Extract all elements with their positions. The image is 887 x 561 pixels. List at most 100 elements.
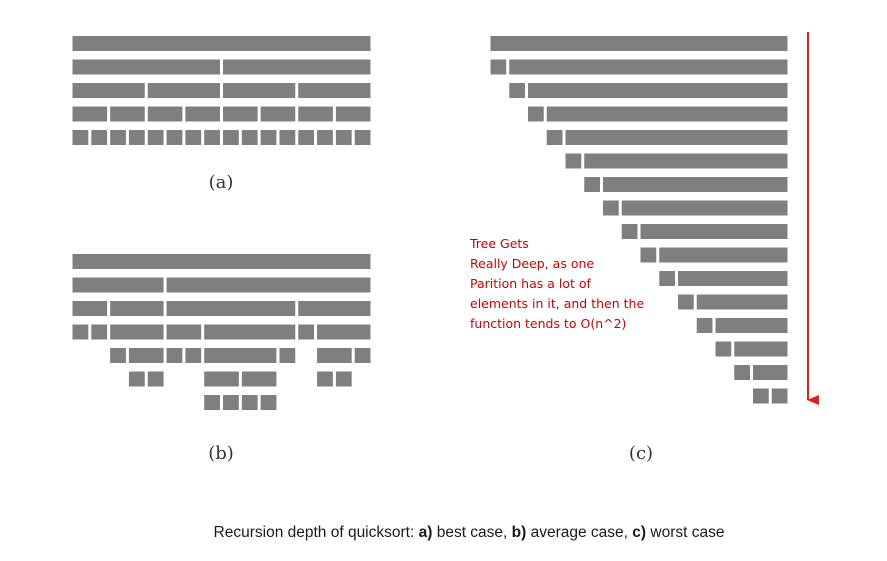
partition-block xyxy=(72,324,89,340)
partition-block xyxy=(317,130,333,145)
partition-block xyxy=(354,348,371,363)
panel-a-best-case xyxy=(72,36,371,145)
partition-block xyxy=(260,130,277,145)
partition-block xyxy=(166,301,296,316)
partition-block xyxy=(147,106,183,122)
partition-block xyxy=(659,271,675,286)
partition-block xyxy=(204,348,277,363)
partition-block xyxy=(260,395,277,410)
partition-block xyxy=(110,324,164,340)
partition-block xyxy=(204,371,239,387)
partition-block xyxy=(584,153,788,169)
partition-block xyxy=(72,36,371,51)
partition-block xyxy=(317,348,352,363)
partition-block xyxy=(223,59,371,75)
panel-c-worst-case xyxy=(490,36,788,404)
partition-block xyxy=(91,324,108,340)
partition-block xyxy=(528,83,788,98)
note-line: function tends to O(n^2) xyxy=(470,316,626,331)
partition-block xyxy=(621,200,788,216)
partition-block xyxy=(72,59,220,75)
partition-block xyxy=(185,106,221,122)
note-line: Tree Gets xyxy=(469,236,529,251)
partition-block xyxy=(204,395,220,410)
note-line: Really Deep, as one xyxy=(470,256,594,271)
note-line: elements in it, and then the xyxy=(470,296,644,311)
caption-b-text: average case, xyxy=(526,524,632,541)
panel-b-average-case xyxy=(72,254,371,410)
partition-block xyxy=(91,130,108,145)
partition-block xyxy=(490,59,507,75)
partition-block xyxy=(241,371,277,387)
partition-block xyxy=(335,130,352,145)
partition-block xyxy=(260,106,296,122)
partition-block xyxy=(241,130,258,145)
partition-block xyxy=(298,301,371,316)
partition-block xyxy=(528,106,544,122)
partition-block xyxy=(298,83,371,98)
partition-block xyxy=(546,106,788,122)
partition-block xyxy=(128,371,145,387)
partition-block xyxy=(678,271,788,286)
panel-c-label: (c) xyxy=(629,443,653,464)
partition-block xyxy=(753,388,769,404)
worst-case-note: Tree Gets Really Deep, as one Parition h… xyxy=(469,236,648,331)
partition-block xyxy=(354,130,371,145)
partition-block xyxy=(298,130,315,145)
caption-a-text: best case, xyxy=(432,524,511,541)
panel-b-label: (b) xyxy=(208,443,234,464)
partition-block xyxy=(696,318,713,333)
partition-block xyxy=(565,130,788,145)
partition-block xyxy=(185,348,202,363)
partition-block xyxy=(72,277,164,293)
partition-block xyxy=(659,247,788,263)
figure-caption: Recursion depth of quicksort: a) best ca… xyxy=(214,524,725,541)
partition-block xyxy=(640,224,788,239)
partition-block xyxy=(317,324,371,340)
partition-block xyxy=(166,130,183,145)
partition-block xyxy=(166,277,371,293)
partition-block xyxy=(110,348,126,363)
partition-block xyxy=(72,130,89,145)
partition-block xyxy=(279,348,296,363)
partition-block xyxy=(223,83,296,98)
partition-block xyxy=(753,365,788,380)
partition-block xyxy=(204,130,220,145)
partition-block xyxy=(509,83,525,98)
partition-block xyxy=(72,83,145,98)
partition-block xyxy=(223,106,258,122)
partition-block xyxy=(166,348,183,363)
partition-block xyxy=(490,36,788,51)
partition-block xyxy=(204,324,296,340)
caption-a-key: a) xyxy=(419,524,433,541)
partition-block xyxy=(621,224,638,239)
partition-block xyxy=(147,83,220,98)
partition-block xyxy=(603,200,619,216)
partition-block xyxy=(715,341,732,357)
partition-block xyxy=(584,177,600,192)
panel-a-label: (a) xyxy=(209,172,234,193)
partition-block xyxy=(110,130,126,145)
partition-block xyxy=(603,177,788,192)
partition-block xyxy=(223,395,239,410)
partition-block xyxy=(565,153,582,169)
partition-block xyxy=(640,247,657,263)
partition-block xyxy=(72,106,108,122)
partition-block xyxy=(317,371,333,387)
partition-block xyxy=(734,365,750,380)
partition-block xyxy=(771,388,788,404)
caption-c-text: worst case xyxy=(646,524,724,541)
partition-block xyxy=(715,318,788,333)
partition-block xyxy=(298,324,315,340)
partition-block xyxy=(335,371,352,387)
partition-block xyxy=(110,301,164,316)
partition-block xyxy=(110,106,145,122)
partition-block xyxy=(696,294,788,310)
partition-block xyxy=(72,301,108,316)
partition-block xyxy=(147,371,164,387)
partition-block xyxy=(128,130,145,145)
partition-block xyxy=(734,341,788,357)
partition-block xyxy=(128,348,164,363)
partition-block xyxy=(335,106,371,122)
